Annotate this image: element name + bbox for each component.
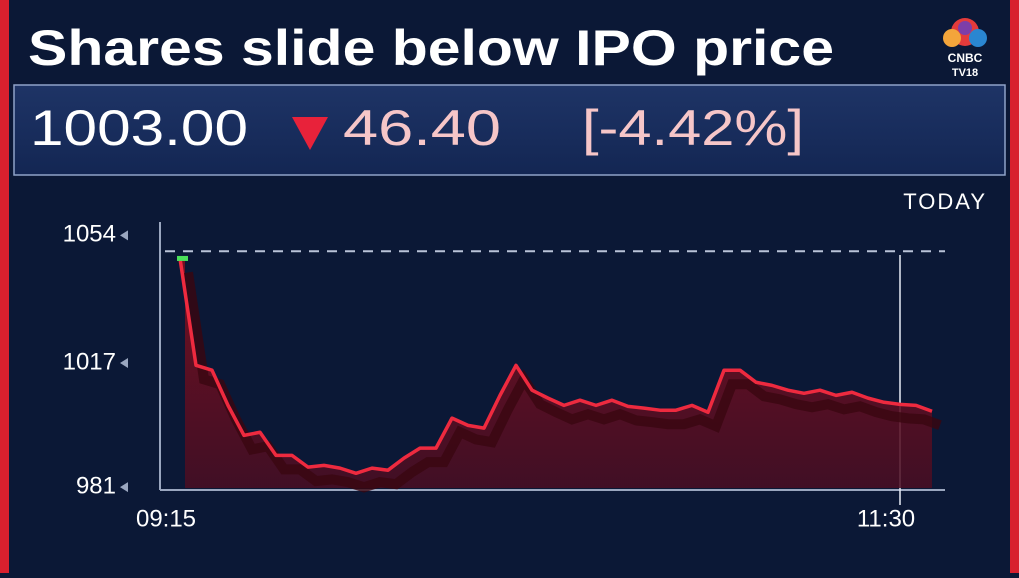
down-arrow — [292, 117, 328, 150]
x-tick-label: 09:15 — [136, 505, 196, 532]
y-tick — [120, 482, 128, 493]
y-tick-label: 1017 — [63, 348, 116, 375]
area — [180, 258, 932, 488]
logo-peacock — [943, 29, 961, 47]
y-tick — [120, 357, 128, 368]
logo-text: CNBC — [948, 51, 983, 65]
logo-peacock — [969, 29, 987, 47]
price: 1003.00 — [30, 100, 248, 156]
period-label: TODAY — [903, 189, 987, 214]
left-edge — [0, 0, 9, 573]
right-edge — [1010, 0, 1019, 573]
y-tick-label: 1054 — [63, 221, 116, 248]
line — [178, 258, 933, 476]
change: 46.40 — [343, 100, 501, 156]
headline: Shares slide below IPO price — [28, 20, 834, 76]
logo-text: TV18 — [952, 67, 978, 79]
y-tick-label: 981 — [76, 472, 116, 499]
y-tick — [120, 230, 128, 241]
line-shadow — [183, 271, 942, 493]
logo: CNBC TV18 — [943, 18, 987, 79]
change-percent: [-4.42%] — [582, 100, 804, 156]
x-tick-label: 11:30 — [857, 505, 915, 532]
price-box — [13, 84, 1006, 176]
logo-peacock — [958, 21, 972, 35]
